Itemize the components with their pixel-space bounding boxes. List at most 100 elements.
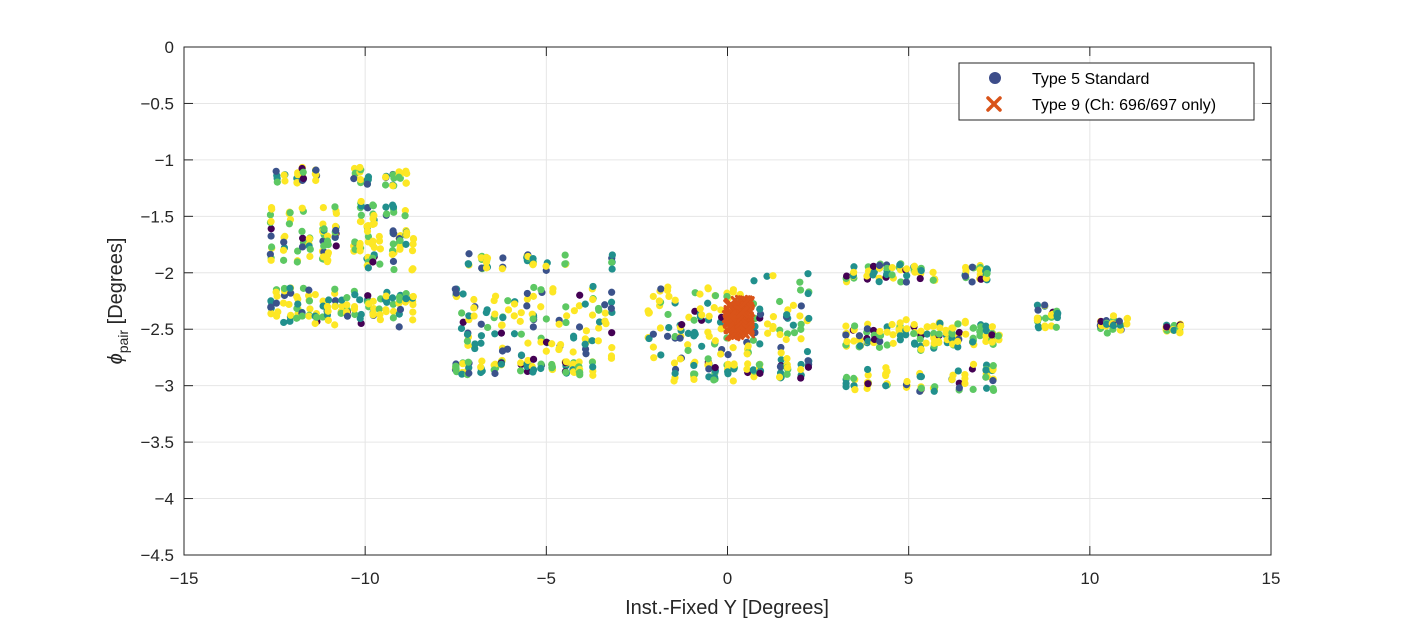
type5-point bbox=[888, 263, 896, 272]
type5-point bbox=[465, 250, 473, 258]
type5-point bbox=[389, 171, 397, 179]
type5-point bbox=[743, 365, 751, 373]
type5-point bbox=[299, 174, 308, 183]
type5-point bbox=[1170, 326, 1178, 334]
type5-point bbox=[389, 240, 397, 248]
type5-point bbox=[402, 167, 410, 175]
type5-point bbox=[744, 360, 752, 368]
type5-point bbox=[929, 322, 937, 330]
type5-point bbox=[537, 364, 545, 373]
type5-point bbox=[989, 377, 997, 385]
type5-point bbox=[523, 302, 531, 310]
type5-point bbox=[470, 295, 478, 304]
type5-point bbox=[510, 312, 518, 320]
type5-point bbox=[337, 309, 345, 317]
type5-point bbox=[717, 325, 725, 333]
type5-point bbox=[797, 320, 805, 328]
type5-point bbox=[783, 311, 791, 319]
type5-point bbox=[989, 362, 997, 370]
type5-point bbox=[969, 360, 978, 368]
type5-point bbox=[370, 211, 378, 220]
type5-point bbox=[684, 346, 692, 355]
type5-point bbox=[272, 299, 280, 307]
type5-point bbox=[369, 258, 377, 266]
type5-point bbox=[549, 285, 557, 293]
type5-point bbox=[523, 289, 531, 298]
type5-point bbox=[910, 262, 919, 270]
type5-point bbox=[491, 360, 499, 368]
type5-point bbox=[306, 245, 314, 253]
type5-point bbox=[464, 358, 472, 366]
type5-point bbox=[875, 343, 884, 351]
type5-point bbox=[497, 321, 506, 329]
type5-point bbox=[1041, 314, 1050, 322]
type5-point bbox=[1163, 323, 1171, 331]
type5-point bbox=[286, 284, 294, 292]
type5-point bbox=[356, 314, 364, 323]
type5-point bbox=[351, 310, 359, 319]
type5-point bbox=[287, 311, 295, 319]
type5-point bbox=[332, 242, 340, 250]
type5-point bbox=[465, 369, 473, 377]
type5-point bbox=[569, 332, 578, 340]
type5-point bbox=[516, 317, 524, 325]
type5-point bbox=[671, 296, 679, 304]
type5-point bbox=[930, 387, 938, 395]
type5-point bbox=[783, 330, 792, 338]
type5-point bbox=[864, 371, 872, 379]
type5-point bbox=[364, 292, 372, 300]
type5-point bbox=[581, 335, 589, 343]
type5-point bbox=[936, 324, 944, 332]
type5-point bbox=[763, 320, 772, 328]
type5-point bbox=[769, 325, 777, 333]
type5-point bbox=[1176, 328, 1184, 336]
type5-point bbox=[463, 337, 472, 345]
type5-point bbox=[482, 264, 491, 272]
type5-point bbox=[982, 327, 990, 335]
type5-point bbox=[864, 337, 872, 345]
type5-point bbox=[690, 361, 698, 370]
type5-point bbox=[409, 292, 417, 301]
type5-point bbox=[803, 347, 812, 356]
type5-point bbox=[775, 373, 784, 381]
type5-point bbox=[1041, 301, 1049, 309]
type5-point bbox=[1123, 320, 1131, 328]
y-tick-label: −2.5 bbox=[140, 320, 174, 339]
type5-point bbox=[704, 285, 712, 293]
type5-point bbox=[595, 318, 604, 326]
type5-point bbox=[313, 313, 321, 321]
type5-point bbox=[664, 310, 672, 319]
x-tick-label: 10 bbox=[1080, 569, 1099, 588]
type5-point bbox=[696, 305, 704, 313]
type5-point bbox=[678, 321, 686, 329]
type5-point bbox=[589, 363, 597, 371]
type5-point bbox=[961, 319, 969, 327]
type5-point bbox=[569, 360, 577, 368]
type5-point bbox=[382, 210, 391, 218]
type5-point bbox=[319, 203, 327, 212]
type5-point bbox=[491, 310, 499, 318]
type5-point bbox=[804, 363, 813, 371]
type5-point bbox=[649, 292, 657, 301]
type5-point bbox=[582, 327, 591, 335]
type5-point bbox=[350, 302, 359, 311]
type5-point bbox=[764, 329, 772, 337]
type5-point bbox=[369, 201, 377, 209]
type5-point bbox=[542, 347, 550, 355]
type5-point bbox=[988, 323, 996, 331]
type5-point bbox=[676, 355, 684, 363]
type5-point bbox=[267, 256, 275, 264]
type5-point bbox=[267, 204, 276, 212]
type5-point bbox=[842, 379, 850, 388]
type5-point bbox=[589, 295, 597, 304]
type5-point bbox=[504, 297, 512, 305]
type5-point bbox=[911, 268, 919, 276]
type5-point bbox=[608, 265, 616, 273]
type5-point bbox=[850, 263, 858, 271]
type5-point bbox=[470, 312, 478, 320]
type5-point bbox=[389, 314, 397, 322]
type5-point bbox=[408, 266, 416, 274]
type5-point bbox=[777, 356, 785, 364]
type5-point bbox=[529, 315, 537, 323]
legend-box bbox=[958, 62, 1255, 121]
